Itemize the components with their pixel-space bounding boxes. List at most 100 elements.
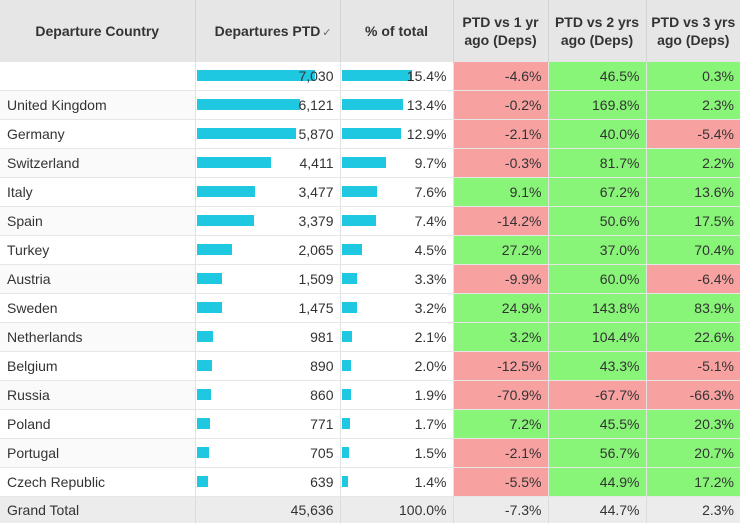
departures-value: 705 xyxy=(310,445,334,461)
table-row[interactable]: Switzerland 4,411 9.7% -0.3% 81.7% 2.2% xyxy=(0,148,740,178)
pct-total-value: 15.4% xyxy=(406,68,447,84)
change-vs1-cell: 9.1% xyxy=(453,177,549,207)
header-departures-label: Departures PTD xyxy=(214,23,321,39)
country-cell: Austria xyxy=(0,264,196,294)
change-vs2-cell: 37.0% xyxy=(548,235,647,265)
departures-bar xyxy=(196,331,213,342)
country-cell: Netherlands xyxy=(0,322,196,352)
pct-total-cell: 3.3% xyxy=(340,264,454,294)
pct-total-value: 1.4% xyxy=(414,474,447,490)
departures-bar xyxy=(196,70,315,81)
country-cell: Russia xyxy=(0,380,196,410)
pct-total-bar xyxy=(341,447,349,458)
change-vs3-cell: -5.4% xyxy=(646,119,740,149)
table-row[interactable]: Portugal 705 1.5% -2.1% 56.7% 20.7% xyxy=(0,438,740,468)
departures-bar xyxy=(196,186,255,197)
departures-cell: 981 xyxy=(195,322,341,352)
change-vs2-cell: 81.7% xyxy=(548,148,647,178)
pct-total-value: 3.3% xyxy=(414,271,447,287)
table-header: Departure Country Departures PTD ✓ % of … xyxy=(0,0,740,62)
grand-total-vs3: 2.3% xyxy=(646,496,740,523)
table-row[interactable]: Spain 3,379 7.4% -14.2% 50.6% 17.5% xyxy=(0,206,740,236)
change-vs2-cell: 43.3% xyxy=(548,351,647,381)
sort-indicator-icon[interactable]: ✓ xyxy=(322,27,332,39)
departures-bar xyxy=(196,476,208,487)
pct-total-value: 2.0% xyxy=(414,358,447,374)
table-row[interactable]: Czech Republic 639 1.4% -5.5% 44.9% 17.2% xyxy=(0,467,740,497)
pct-total-cell: 1.7% xyxy=(340,409,454,439)
pct-total-cell: 1.5% xyxy=(340,438,454,468)
pct-total-cell: 1.4% xyxy=(340,467,454,497)
country-cell: Germany xyxy=(0,119,196,149)
change-vs1-cell: 24.9% xyxy=(453,293,549,323)
header-departures-ptd[interactable]: Departures PTD ✓ xyxy=(195,0,341,62)
change-vs1-cell: -0.2% xyxy=(453,90,549,120)
change-vs3-cell: 2.2% xyxy=(646,148,740,178)
table-row[interactable]: Sweden 1,475 3.2% 24.9% 143.8% 83.9% xyxy=(0,293,740,323)
header-departure-country[interactable]: Departure Country xyxy=(0,0,196,62)
country-cell: Sweden xyxy=(0,293,196,323)
change-vs1-cell: -2.1% xyxy=(453,119,549,149)
pct-total-bar xyxy=(341,99,403,110)
header-ptd-vs-2yrs[interactable]: PTD vs 2 yrs ago (Deps) xyxy=(548,0,647,62)
change-vs3-cell: 17.2% xyxy=(646,467,740,497)
departures-bar xyxy=(196,157,271,168)
country-cell xyxy=(0,62,196,91)
departures-bar xyxy=(196,273,222,284)
table-row[interactable]: Poland 771 1.7% 7.2% 45.5% 20.3% xyxy=(0,409,740,439)
table-row[interactable]: Germany 5,870 12.9% -2.1% 40.0% -5.4% xyxy=(0,119,740,149)
grand-total-pct: 100.0% xyxy=(340,496,454,523)
change-vs3-cell: 70.4% xyxy=(646,235,740,265)
country-cell: Czech Republic xyxy=(0,467,196,497)
pct-total-cell: 7.4% xyxy=(340,206,454,236)
pct-total-bar xyxy=(341,476,348,487)
change-vs1-cell: -12.5% xyxy=(453,351,549,381)
change-vs1-cell: -0.3% xyxy=(453,148,549,178)
change-vs3-cell: 0.3% xyxy=(646,62,740,91)
table-row[interactable]: Italy 3,477 7.6% 9.1% 67.2% 13.6% xyxy=(0,177,740,207)
change-vs1-cell: 7.2% xyxy=(453,409,549,439)
departures-cell: 1,509 xyxy=(195,264,341,294)
change-vs1-cell: 27.2% xyxy=(453,235,549,265)
table-footer: Grand Total 45,636 100.0% -7.3% 44.7% 2.… xyxy=(0,496,740,523)
table-row[interactable]: 7,030 15.4% -4.6% 46.5% 0.3% xyxy=(0,62,740,91)
pct-total-bar xyxy=(341,331,352,342)
table-row[interactable]: Austria 1,509 3.3% -9.9% 60.0% -6.4% xyxy=(0,264,740,294)
grand-total-row: Grand Total 45,636 100.0% -7.3% 44.7% 2.… xyxy=(0,496,740,523)
table-row[interactable]: Russia 860 1.9% -70.9% -67.7% -66.3% xyxy=(0,380,740,410)
change-vs3-cell: 20.7% xyxy=(646,438,740,468)
departures-cell: 2,065 xyxy=(195,235,341,265)
header-pct-total[interactable]: % of total xyxy=(340,0,454,62)
departures-bar xyxy=(196,418,210,429)
departures-value: 3,477 xyxy=(298,184,334,200)
change-vs2-cell: 45.5% xyxy=(548,409,647,439)
change-vs2-cell: 67.2% xyxy=(548,177,647,207)
table-row[interactable]: Belgium 890 2.0% -12.5% 43.3% -5.1% xyxy=(0,351,740,381)
departures-cell: 771 xyxy=(195,409,341,439)
change-vs3-cell: -66.3% xyxy=(646,380,740,410)
pct-total-bar xyxy=(341,244,362,255)
grand-total-label: Grand Total xyxy=(0,496,196,523)
country-cell: Switzerland xyxy=(0,148,196,178)
grand-total-vs2: 44.7% xyxy=(548,496,647,523)
change-vs2-cell: 104.4% xyxy=(548,322,647,352)
pct-total-value: 1.7% xyxy=(414,416,447,432)
pct-total-bar xyxy=(341,186,377,197)
pct-total-value: 12.9% xyxy=(406,126,447,142)
departures-value: 7,030 xyxy=(298,68,334,84)
departures-cell: 1,475 xyxy=(195,293,341,323)
change-vs1-cell: 3.2% xyxy=(453,322,549,352)
pct-total-value: 1.5% xyxy=(414,445,447,461)
grand-total-vs1: -7.3% xyxy=(453,496,549,523)
pct-total-cell: 2.1% xyxy=(340,322,454,352)
table-row[interactable]: United Kingdom 6,121 13.4% -0.2% 169.8% 2.3% xyxy=(0,90,740,120)
departures-value: 4,411 xyxy=(299,155,334,171)
table-row[interactable]: Netherlands 981 2.1% 3.2% 104.4% 22.6% xyxy=(0,322,740,352)
header-ptd-vs-3yrs[interactable]: PTD vs 3 yrs ago (Deps) xyxy=(646,0,740,62)
header-ptd-vs-1yr[interactable]: PTD vs 1 yr ago (Deps) xyxy=(453,0,549,62)
country-cell: Spain xyxy=(0,206,196,236)
table-row[interactable]: Turkey 2,065 4.5% 27.2% 37.0% 70.4% xyxy=(0,235,740,265)
pct-total-bar xyxy=(341,70,412,81)
departures-cell: 3,477 xyxy=(195,177,341,207)
departures-bar xyxy=(196,389,211,400)
